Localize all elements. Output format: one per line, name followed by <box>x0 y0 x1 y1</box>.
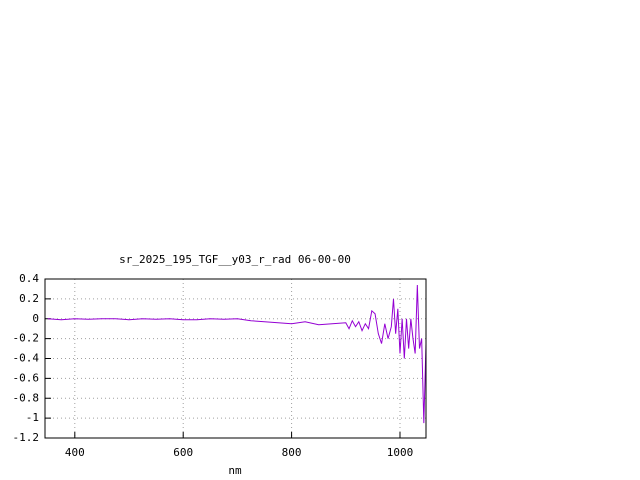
x-tick-label: 400 <box>65 446 85 459</box>
plot-border <box>44 278 427 439</box>
y-tick-label: 0.2 <box>19 292 39 305</box>
x-axis-label: nm <box>228 464 242 477</box>
y-tick-label: 0 <box>32 312 39 325</box>
y-tick-label: 0.4 <box>19 272 39 285</box>
y-tick-label: -0.6 <box>13 371 40 384</box>
x-tick-label: 1000 <box>387 446 414 459</box>
y-tick-label: -0.4 <box>13 352 40 365</box>
y-tick-label: -0.2 <box>13 332 40 345</box>
y-tick-label: -0.8 <box>13 391 40 404</box>
chart-title: sr_2025_195_TGF__y03_r_rad 06-00-00 <box>119 253 351 266</box>
data-line <box>47 284 427 424</box>
x-tick-label: 800 <box>282 446 302 459</box>
x-tick-label: 600 <box>173 446 193 459</box>
y-tick-label: -1.2 <box>13 431 40 444</box>
y-tick-label: -1 <box>26 411 39 424</box>
